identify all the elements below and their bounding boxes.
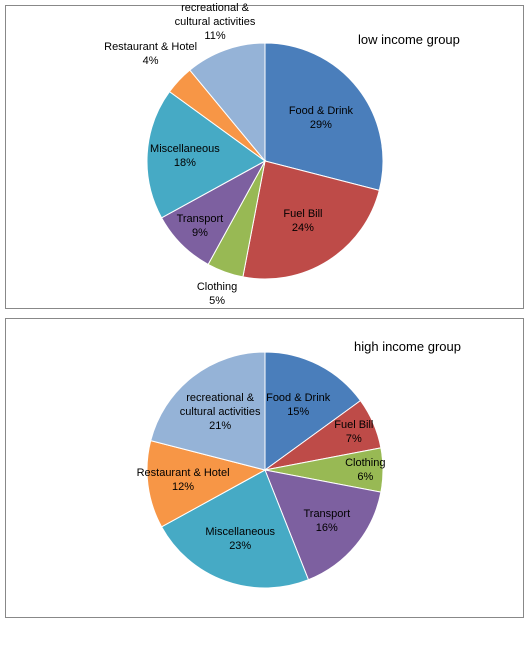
- category-label: recreational & cultural activities: [174, 2, 256, 29]
- value-label: 18%: [173, 156, 196, 169]
- category-label: Restaurant & Hotel: [104, 40, 198, 53]
- chart-title: low income group: [358, 32, 460, 47]
- pie-slice: [264, 42, 384, 191]
- category-label: Fuel Bill: [283, 207, 323, 220]
- chart-frame: high income group Food & Drink 15% Fuel Bi…: [5, 318, 524, 618]
- value-label: 7%: [345, 432, 362, 445]
- value-label: 4%: [142, 54, 159, 67]
- chart-title: high income group: [354, 339, 461, 354]
- pie-slice: [146, 90, 266, 219]
- category-label: recreational & cultural activities: [179, 392, 261, 419]
- slice-label: recreational & cultural activities 21%: [172, 391, 268, 433]
- value-label: 16%: [315, 522, 338, 535]
- category-label: Food & Drink: [266, 391, 331, 404]
- value-label: 15%: [287, 405, 310, 418]
- slice-label: Transport 9%: [145, 212, 255, 240]
- category-label: Fuel Bill: [334, 418, 374, 431]
- slice-label: Miscellaneous 23%: [185, 525, 295, 553]
- category-label: Clothing: [196, 281, 238, 294]
- pie-slice: [150, 351, 266, 471]
- value-label: 29%: [309, 118, 332, 131]
- slice-label: Fuel Bill 7%: [299, 418, 409, 446]
- value-label: 24%: [291, 221, 314, 234]
- slice-label: Miscellaneous 18%: [130, 142, 240, 170]
- category-label: Clothing: [345, 457, 386, 469]
- slice-label: recreational & cultural activities 11%: [167, 1, 263, 43]
- value-label: 11%: [204, 30, 226, 43]
- chart: [146, 42, 384, 280]
- category-label: Miscellaneous: [205, 525, 276, 538]
- pie-slice: [189, 42, 266, 163]
- pie-slice: [242, 160, 380, 280]
- category-label: Restaurant & Hotel: [136, 467, 230, 480]
- slice-label: Food & Drink 15%: [243, 391, 353, 419]
- slice-label: Restaurant & Hotel 12%: [128, 466, 238, 494]
- pie-slice: [160, 469, 310, 589]
- chart-frame: low income group Food & Drink 29% Fuel Bil…: [5, 2, 524, 309]
- value-label: 5%: [209, 295, 225, 308]
- pie-slice: [264, 469, 382, 581]
- value-label: 23%: [229, 539, 252, 552]
- slice-label: Food & Drink 29%: [266, 104, 376, 132]
- slice-label: Clothing 5%: [162, 280, 272, 308]
- value-label: 21%: [209, 420, 232, 433]
- value-label: 12%: [172, 481, 195, 494]
- category-label: Miscellaneous: [150, 142, 220, 155]
- category-label: Transport: [303, 508, 351, 521]
- value-label: 9%: [191, 227, 208, 240]
- slice-label: Transport 16%: [272, 507, 382, 535]
- slice-label: Restaurant & Hotel 4%: [96, 40, 206, 68]
- category-label: Food & Drink: [288, 104, 354, 117]
- category-label: Transport: [176, 213, 224, 226]
- chart: [146, 351, 384, 589]
- pie-slice: [146, 440, 267, 528]
- slice-label: Clothing 6%: [310, 456, 420, 484]
- slice-label: Fuel Bill 24%: [248, 207, 358, 235]
- pie-slice: [264, 351, 362, 471]
- value-label: 6%: [357, 471, 374, 483]
